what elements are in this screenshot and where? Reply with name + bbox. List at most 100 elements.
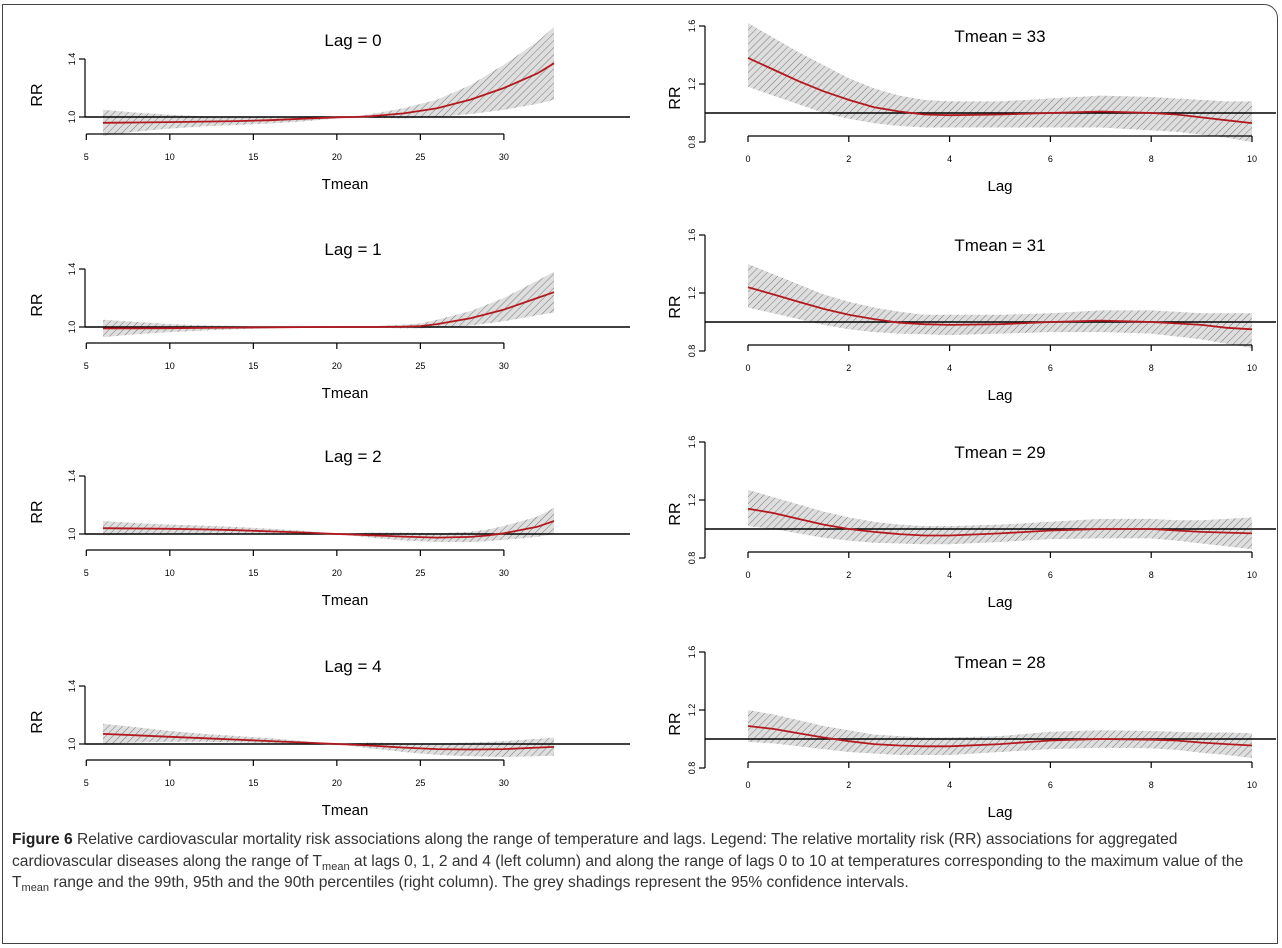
y-axis-label: RR (667, 502, 684, 525)
x-tick-label: 25 (415, 568, 425, 578)
x-tick-label: 8 (1149, 154, 1154, 164)
x-tick-label: 5 (84, 778, 89, 788)
confidence-band (748, 489, 1252, 550)
y-tick-label: 1.0 (67, 738, 77, 751)
chart-panel-6: Tmean = 29 0.8 1.2 1.6 RR 0 2 4 6 8 10 Lag (667, 436, 1276, 611)
x-tick-label: 6 (1048, 154, 1053, 164)
x-tick-label: 20 (332, 568, 342, 578)
rr-line (747, 286, 1253, 331)
x-tick-label: 10 (1247, 154, 1257, 164)
x-tick-label: 30 (499, 361, 509, 371)
y-tick-label: 1.6 (687, 646, 697, 659)
confidence-band (748, 710, 1252, 758)
x-tick-label: 20 (332, 152, 342, 162)
confidence-band (103, 27, 554, 136)
panel-title: Tmean = 33 (954, 27, 1045, 46)
x-tick-label: 10 (165, 152, 175, 162)
chart-panel-4: Tmean = 31 0.8 1.2 1.6 RR 0 2 4 6 8 10 Lag (667, 229, 1276, 404)
y-tick-label: 1.4 (67, 53, 77, 66)
x-tick-label: 30 (499, 568, 509, 578)
x-tick-label: 5 (84, 361, 89, 371)
y-axis-label: RR (29, 710, 46, 733)
x-tick-label: 10 (1247, 570, 1257, 580)
caption-label: Figure 6 (12, 831, 73, 848)
chart-panel-7: Lag = 4 1.0 1.4 RR 5 10 15 20 25 30 Tmean (29, 657, 630, 819)
x-tick-label: 20 (332, 778, 342, 788)
x-tick-label: 4 (947, 154, 952, 164)
x-axis-label: Tmean (322, 592, 369, 609)
y-tick-label: 1.4 (67, 263, 77, 276)
x-tick-label: 4 (947, 570, 952, 580)
x-tick-label: 15 (248, 361, 258, 371)
x-tick-label: 5 (84, 152, 89, 162)
rr-line (747, 57, 1253, 124)
y-tick-label: 1.0 (67, 111, 77, 124)
x-axis-label: Tmean (322, 802, 369, 819)
x-tick-label: 6 (1048, 570, 1053, 580)
y-tick-label: 1.0 (67, 321, 77, 334)
panel-title: Tmean = 29 (954, 443, 1045, 462)
chart-panel-5: Lag = 2 1.0 1.4 RR 5 10 15 20 25 30 Tmean (29, 447, 630, 609)
y-tick-label: 1.2 (687, 494, 697, 507)
y-tick-label: 1.0 (67, 528, 77, 541)
x-tick-label: 6 (1048, 780, 1053, 790)
x-tick-label: 6 (1048, 363, 1053, 373)
chart-panel-3: Lag = 1 1.0 1.4 RR 5 10 15 20 25 30 Tmean (29, 240, 630, 402)
caption-sub-1: mean (322, 860, 350, 873)
caption-text-1: Relative cardiovascular mortality risk a… (12, 831, 1178, 870)
x-tick-label: 0 (745, 570, 750, 580)
rr-line (747, 725, 1253, 748)
panel-title: Lag = 1 (324, 240, 381, 259)
x-tick-label: 8 (1149, 780, 1154, 790)
confidence-band (103, 507, 554, 542)
rr-line (102, 733, 555, 751)
x-tick-label: 25 (415, 778, 425, 788)
x-tick-label: 4 (947, 780, 952, 790)
x-tick-label: 20 (332, 361, 342, 371)
rr-line (102, 62, 555, 124)
x-tick-label: 10 (1247, 363, 1257, 373)
y-axis-label: RR (29, 500, 46, 523)
caption-sub-2: mean (21, 882, 50, 895)
y-tick-label: 1.6 (687, 229, 697, 242)
y-tick-label: 0.8 (687, 136, 697, 149)
y-tick-label: 0.8 (687, 762, 697, 775)
rr-line (102, 520, 555, 539)
x-axis-label: Lag (987, 804, 1012, 821)
rr-line (747, 507, 1253, 537)
y-axis-label: RR (667, 295, 684, 318)
x-axis-label: Lag (987, 387, 1012, 404)
x-tick-label: 30 (499, 152, 509, 162)
panel-title: Lag = 2 (324, 447, 381, 466)
x-tick-label: 4 (947, 363, 952, 373)
x-tick-label: 2 (846, 363, 851, 373)
y-axis-label: RR (667, 86, 684, 109)
x-tick-label: 5 (84, 568, 89, 578)
figure-frame (2, 4, 1278, 944)
x-tick-label: 30 (499, 778, 509, 788)
caption-text-3: range and the 99th, 95th and the 90th pe… (49, 874, 909, 891)
confidence-band (103, 271, 554, 338)
y-axis-label: RR (29, 293, 46, 316)
y-tick-label: 1.2 (687, 704, 697, 717)
panel-title: Lag = 4 (324, 657, 381, 676)
panel-title: Tmean = 31 (954, 236, 1045, 255)
x-tick-label: 8 (1149, 363, 1154, 373)
x-tick-label: 10 (165, 568, 175, 578)
x-tick-label: 10 (165, 778, 175, 788)
y-axis-label: RR (667, 712, 684, 735)
x-axis-label: Tmean (322, 176, 369, 193)
x-axis-label: Lag (987, 594, 1012, 611)
x-tick-label: 15 (248, 152, 258, 162)
y-tick-label: 1.4 (67, 680, 77, 693)
confidence-band (103, 723, 554, 757)
x-tick-label: 15 (248, 568, 258, 578)
x-tick-label: 2 (846, 154, 851, 164)
chart-panel-2: Tmean = 33 0.8 1.2 1.6 RR 0 2 4 6 8 10 Lag (667, 20, 1276, 195)
y-tick-label: 1.6 (687, 436, 697, 449)
x-axis-label: Lag (987, 178, 1012, 195)
figure-caption: Figure 6 Relative cardiovascular mortali… (12, 829, 1274, 894)
x-tick-label: 15 (248, 778, 258, 788)
caption-text-2: at lags 0, 1, 2 and 4 (left column) and … (12, 852, 1244, 892)
x-tick-label: 2 (846, 780, 851, 790)
